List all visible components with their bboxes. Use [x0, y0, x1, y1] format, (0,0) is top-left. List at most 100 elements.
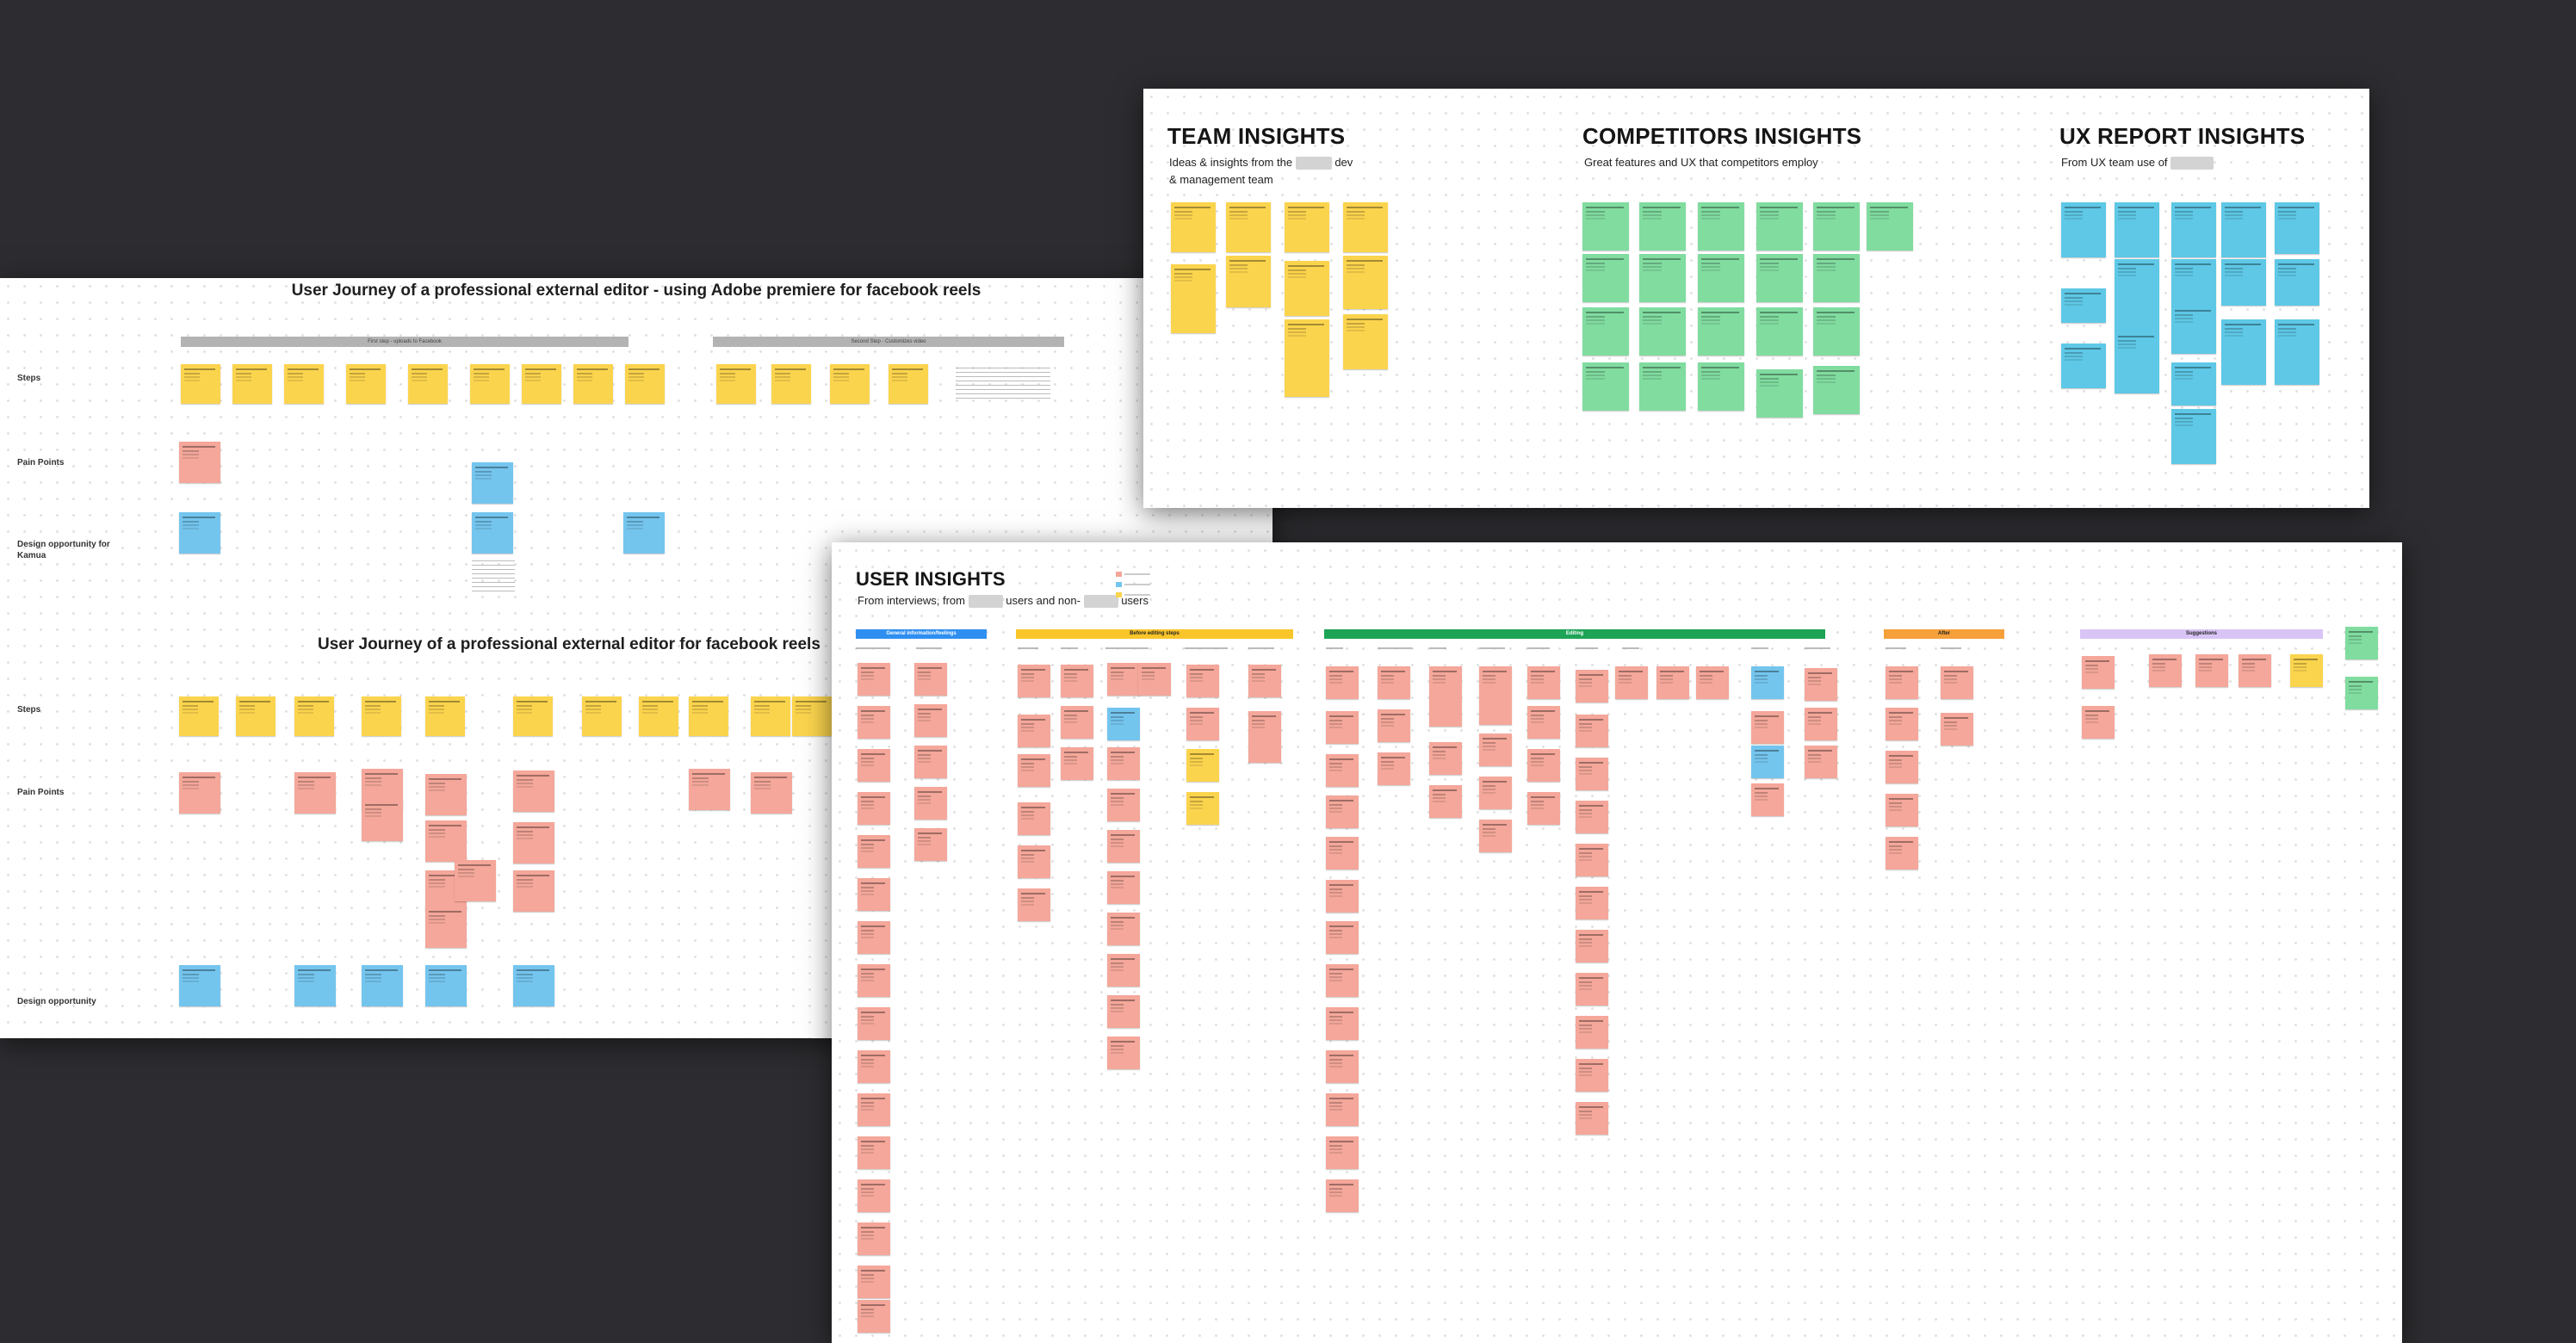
sticky-note[interactable] [2061, 288, 2106, 323]
sticky-note[interactable] [1941, 713, 1973, 746]
sticky-note[interactable] [1107, 871, 1140, 904]
sticky-note[interactable] [1138, 663, 1171, 696]
sticky-note[interactable] [1751, 666, 1784, 699]
sticky-note[interactable] [179, 772, 220, 814]
sticky-note[interactable] [858, 1179, 890, 1212]
sticky-note[interactable] [1886, 666, 1918, 699]
sticky-note[interactable] [2061, 343, 2106, 388]
sticky-note[interactable] [1582, 202, 1629, 251]
sticky-note[interactable] [1326, 666, 1359, 699]
sticky-note[interactable] [1756, 254, 1803, 302]
sticky-note[interactable] [914, 704, 947, 737]
sticky-note[interactable] [1429, 666, 1462, 727]
sticky-note[interactable] [1582, 254, 1629, 302]
sticky-note[interactable] [513, 822, 554, 863]
sticky-note[interactable] [1343, 202, 1388, 252]
sticky-note[interactable] [914, 787, 947, 820]
sticky-note[interactable] [623, 512, 665, 554]
sticky-note[interactable] [1615, 666, 1648, 699]
sticky-note[interactable] [1061, 665, 1093, 697]
sticky-note[interactable] [1326, 1007, 1359, 1040]
sticky-note[interactable] [2115, 259, 2159, 331]
sticky-note[interactable] [1186, 708, 1219, 740]
sticky-note[interactable] [1576, 930, 1608, 962]
sticky-note[interactable] [2345, 627, 2378, 659]
sticky-note[interactable] [2115, 331, 2159, 393]
sticky-note[interactable] [751, 772, 792, 814]
sticky-note[interactable] [513, 965, 554, 1006]
sticky-note[interactable] [294, 696, 334, 736]
sticky-note[interactable] [1429, 742, 1462, 775]
sticky-note[interactable] [2195, 654, 2228, 687]
sticky-note[interactable] [2221, 259, 2266, 306]
sticky-note[interactable] [914, 663, 947, 696]
sticky-note[interactable] [425, 820, 467, 862]
sticky-note[interactable] [362, 800, 403, 841]
sticky-note[interactable] [1186, 749, 1219, 782]
sticky-note[interactable] [1326, 795, 1359, 828]
insights-board[interactable]: TEAM INSIGHTS Ideas & insights from the … [1143, 89, 2369, 508]
sticky-note[interactable] [858, 1266, 890, 1298]
sticky-note[interactable] [771, 364, 811, 404]
sticky-note[interactable] [179, 965, 220, 1006]
sticky-note[interactable] [1479, 666, 1512, 725]
sticky-note[interactable] [1248, 665, 1281, 697]
sticky-note[interactable] [858, 1300, 890, 1333]
sticky-note[interactable] [1018, 802, 1050, 835]
sticky-note[interactable] [2275, 259, 2319, 306]
sticky-note[interactable] [1479, 733, 1512, 766]
sticky-note[interactable] [1576, 844, 1608, 876]
sticky-note[interactable] [1698, 202, 1744, 251]
sticky-note[interactable] [1326, 1093, 1359, 1126]
sticky-note[interactable] [2275, 319, 2319, 385]
sticky-note[interactable] [1171, 202, 1216, 252]
sticky-note[interactable] [1751, 746, 1784, 778]
sticky-note[interactable] [1756, 202, 1803, 251]
sticky-note[interactable] [1326, 921, 1359, 954]
sticky-note[interactable] [1107, 830, 1140, 863]
sticky-note[interactable] [1576, 670, 1608, 702]
sticky-note[interactable] [1326, 711, 1359, 744]
sticky-note[interactable] [1479, 777, 1512, 809]
sticky-note[interactable] [1226, 202, 1271, 252]
sticky-note[interactable] [346, 364, 386, 404]
sticky-note[interactable] [1226, 256, 1271, 307]
sticky-note[interactable] [425, 965, 467, 1006]
sticky-note[interactable] [2171, 409, 2216, 464]
sticky-note[interactable] [2171, 202, 2216, 257]
sticky-note[interactable] [1527, 749, 1560, 782]
sticky-note[interactable] [582, 696, 622, 736]
sticky-note[interactable] [1285, 261, 1329, 316]
sticky-note[interactable] [1171, 264, 1216, 333]
sticky-note[interactable] [513, 696, 553, 736]
sticky-note[interactable] [1107, 954, 1140, 987]
sticky-note[interactable] [573, 364, 613, 404]
sticky-note[interactable] [858, 1093, 890, 1126]
sticky-note[interactable] [425, 774, 467, 815]
sticky-note[interactable] [522, 364, 561, 404]
sticky-note[interactable] [1107, 995, 1140, 1028]
sticky-note[interactable] [2171, 306, 2216, 354]
sticky-note[interactable] [1696, 666, 1729, 699]
sticky-note[interactable] [2171, 362, 2216, 405]
sticky-note[interactable] [1867, 202, 1913, 251]
sticky-note[interactable] [2115, 202, 2159, 257]
sticky-note[interactable] [858, 1136, 890, 1169]
sticky-note[interactable] [1639, 307, 1686, 356]
sticky-note[interactable] [472, 512, 513, 554]
sticky-note[interactable] [1061, 747, 1093, 780]
sticky-note[interactable] [1107, 913, 1140, 945]
sticky-note[interactable] [858, 1007, 890, 1040]
sticky-note[interactable] [639, 696, 678, 736]
sticky-note[interactable] [1285, 319, 1329, 397]
sticky-note[interactable] [1698, 307, 1744, 356]
sticky-note[interactable] [1751, 783, 1784, 816]
sticky-note[interactable] [858, 749, 890, 782]
sticky-note[interactable] [689, 769, 730, 810]
sticky-note[interactable] [2149, 654, 2182, 687]
sticky-note[interactable] [1326, 964, 1359, 997]
sticky-note[interactable] [751, 696, 790, 736]
sticky-note[interactable] [792, 696, 832, 736]
sticky-note[interactable] [455, 860, 496, 901]
sticky-note[interactable] [472, 462, 513, 504]
